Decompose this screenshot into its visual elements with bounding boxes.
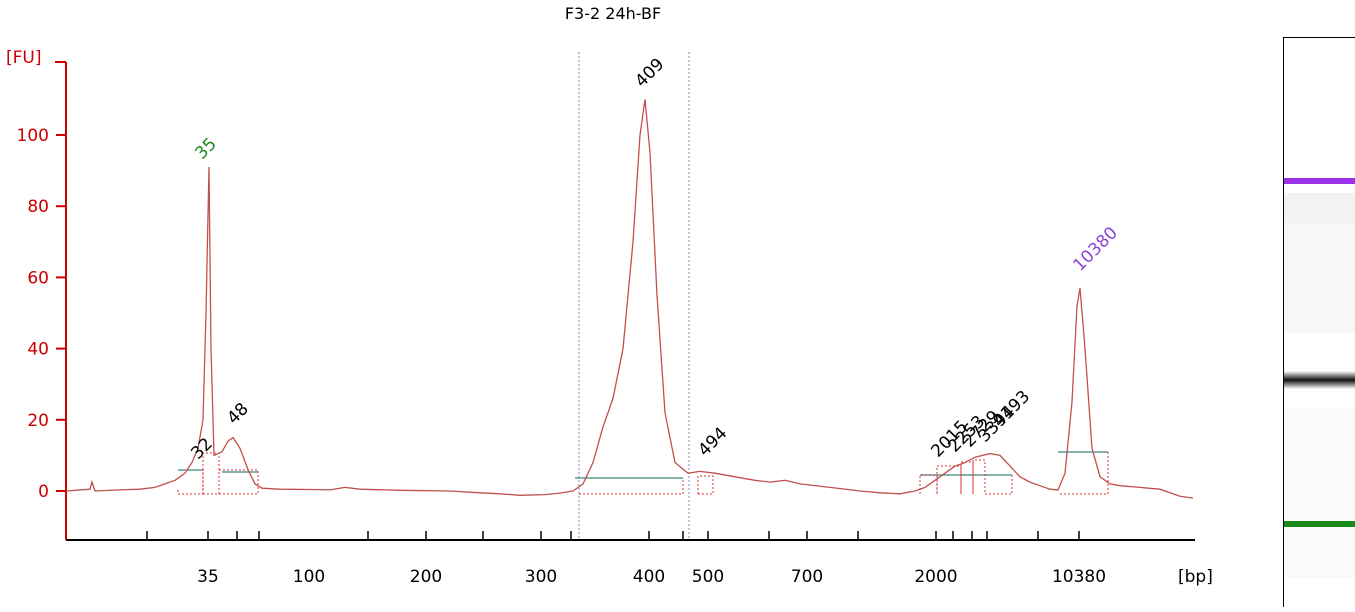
peak-baselines (177, 451, 1109, 495)
gel-lane-panel (1283, 37, 1355, 608)
peak-region-box (218, 469, 259, 495)
x-tick-label: 35 (197, 567, 219, 587)
x-tick-label: 100 (293, 567, 325, 587)
y-tick-label: 20 (27, 411, 49, 431)
peak-label: 409 (631, 54, 668, 91)
trace-group (65, 99, 1194, 499)
peak-region-box (985, 475, 1013, 495)
gel-smear-upper (1284, 193, 1355, 223)
peak-label: 35 (191, 134, 220, 163)
x-tick-label: 10380 (1052, 567, 1106, 587)
peak-label: 32 (187, 434, 216, 463)
peak-label: 494 (694, 423, 731, 460)
gel-lower-marker-band (1284, 521, 1355, 527)
gel-smear-lower (1284, 408, 1355, 578)
gel-upper-marker-band (1284, 178, 1355, 184)
peak-label: 48 (223, 399, 252, 428)
peak-region-box (177, 470, 204, 495)
peak-label: 4193 (989, 387, 1034, 432)
axes: 0 20 40 60 80 100 35 100 200 300 400 500 700 2000 1038… (17, 61, 1195, 587)
peak-region-box (579, 478, 684, 495)
peak-label: 10380 (1069, 223, 1121, 275)
guide-lines (578, 52, 690, 540)
peak-region-box (697, 475, 714, 495)
x-tick-label: 200 (410, 567, 442, 587)
y-tick-label: 0 (38, 482, 49, 502)
signal-trace (65, 99, 1194, 499)
y-axis-label: [FU] (6, 48, 42, 68)
peak-region-box (960, 461, 974, 494)
y-tick-label: 40 (27, 340, 49, 360)
chart-title: F3-2 24h-BF (565, 4, 661, 23)
peak-region-box (972, 459, 986, 494)
x-tick-label: 700 (791, 567, 823, 587)
x-axis-label: [bp] (1178, 567, 1213, 587)
gel-smear-mid (1284, 223, 1355, 333)
x-tick-label: 300 (525, 567, 557, 587)
x-tick-label: 400 (633, 567, 665, 587)
peak-region-box (1060, 452, 1109, 495)
x-tick-label: 2000 (914, 567, 957, 587)
y-tick-label: 100 (17, 126, 49, 146)
y-tick-label: 80 (27, 197, 49, 217)
gel-main-band (1284, 371, 1355, 389)
electropherogram-chart: F3-2 24h-BF [FU] [bp] 0 20 40 60 80 100 35 100 2… (6, 4, 1213, 587)
x-tick-label: 500 (692, 567, 724, 587)
y-tick-label: 60 (27, 268, 49, 288)
